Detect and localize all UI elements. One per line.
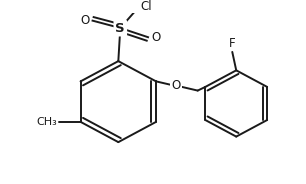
Text: O: O — [151, 31, 160, 44]
Text: O: O — [80, 14, 90, 27]
Text: CH₃: CH₃ — [36, 117, 57, 127]
Text: Cl: Cl — [140, 0, 152, 13]
Text: F: F — [229, 37, 236, 50]
Text: S: S — [115, 22, 125, 35]
Text: O: O — [171, 79, 181, 93]
